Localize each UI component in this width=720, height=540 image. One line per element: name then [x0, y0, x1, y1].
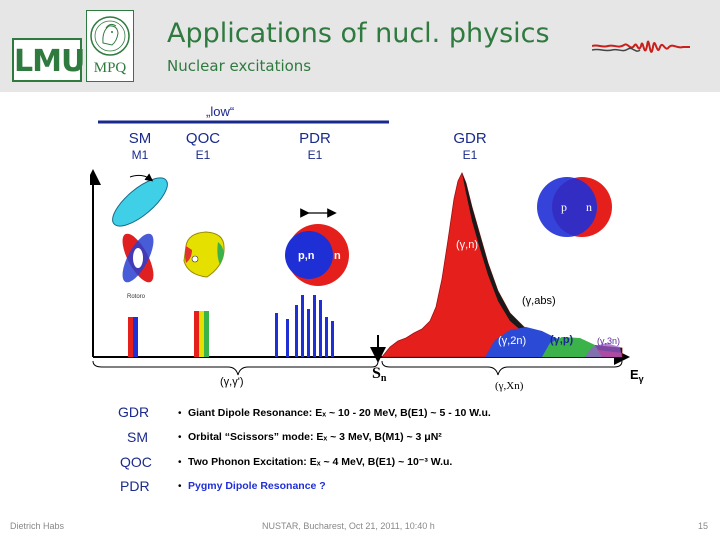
lmu-logo-text: LMU [14, 44, 85, 79]
qoc-bar-green [204, 311, 209, 357]
gamma-gamma-brace [92, 360, 379, 376]
gamma-xn-brace [381, 360, 623, 376]
low-energy-label: „low“ [206, 104, 234, 119]
legend-bullet: • [178, 481, 182, 492]
pdr-fragment [286, 319, 289, 357]
legend-abbr-qoc: QOC [120, 454, 152, 470]
overlap-region [133, 248, 143, 268]
deformed-nucleus-ellipse [112, 177, 168, 227]
mode-gdr-multipolarity: E1 [463, 148, 478, 162]
pdr-fragment [319, 300, 322, 357]
mode-pdr-label: PDR [299, 130, 331, 147]
legend-row-gdr: GDR • Giant Dipole Resonance: Eₓ ~ 10 - … [118, 404, 491, 420]
legend-text-sm: Orbital “Scissors” mode: Eₓ ~ 3 MeV, B(M… [188, 431, 442, 443]
legend-text-qoc: Two Phonon Excitation: Eₓ ~ 4 MeV, B(E1)… [188, 456, 452, 468]
sm-bar-red [128, 317, 133, 357]
qoc-bar-red [194, 311, 199, 357]
legend-row-sm: SM • Orbital “Scissors” mode: Eₓ ~ 3 MeV… [127, 429, 442, 445]
pdr-fragment [295, 305, 298, 357]
legend-bullet: • [178, 457, 182, 468]
excitation-spectrum-diagram: „low“ SM M1 QOC E1 PDR E1 GDR E1 Rotoro [85, 104, 644, 494]
mode-pdr-multipolarity: E1 [308, 148, 323, 162]
pdr-fragment [275, 313, 278, 357]
gamma-n-label: (γ,n) [456, 239, 478, 251]
gdr-proton-label: p [561, 200, 567, 214]
mpq-logo-text: MPQ [93, 60, 127, 76]
e-gamma-axis-label: Eγ [630, 367, 644, 384]
legend-abbr-pdr: PDR [120, 478, 150, 494]
mode-labels: SM M1 QOC E1 PDR E1 GDR E1 [129, 130, 487, 162]
lmu-logo: LMU [12, 38, 85, 82]
pdr-skin-label: n [334, 250, 341, 262]
gdr-spectrum: (γ,n) (γ,abs) (γ,2n) (γ,p) (γ,3n) [381, 172, 623, 358]
gamma-abs-label: (γ,abs) [522, 295, 556, 307]
two-phonon-illustration [183, 231, 225, 278]
gamma-3n-label: (γ,3n) [597, 336, 620, 346]
pdr-core [285, 231, 333, 279]
gamma-p-label: (γ,p) [550, 334, 574, 346]
octupole-right-lobe [217, 242, 224, 265]
gdr-nucleus-illustration: p n [537, 177, 612, 237]
sm-bar-blue [133, 317, 138, 357]
pdr-illustration: p,n n [285, 208, 349, 286]
pdr-fragment [325, 317, 328, 357]
mode-qoc-multipolarity: E1 [196, 148, 211, 162]
rotation-arrow-icon [129, 173, 154, 182]
gdr-neutron-label: n [586, 200, 592, 214]
mode-gdr-label: GDR [453, 130, 487, 147]
gdr-proton-sphere [537, 177, 597, 237]
legend-bullet: • [178, 408, 182, 419]
discrete-transition-bars [128, 295, 334, 357]
pdr-fragment [307, 309, 310, 357]
mode-qoc-label: QOC [186, 130, 220, 147]
legend-bullet: • [178, 432, 182, 443]
page-number: 15 [698, 521, 709, 531]
qoc-bar-yellow [199, 311, 204, 357]
gamma-xn-label: (γ,Xn) [495, 380, 524, 392]
legend-text-gdr: Giant Dipole Resonance: Eₓ ~ 10 - 20 MeV… [188, 407, 491, 419]
legend-row-pdr: PDR • Pygmy Dipole Resonance ? [120, 478, 326, 494]
gamma-2n-label: (γ,2n) [498, 335, 526, 347]
octupole-nucleus-shape [183, 231, 225, 278]
minerva-seal-icon [90, 16, 130, 56]
legend-row-qoc: QOC • Two Phonon Excitation: Eₓ ~ 4 MeV,… [120, 454, 452, 470]
pdr-fragment [301, 295, 304, 357]
gamma-3n-peak [585, 343, 622, 357]
rotor-caption: Rotoro [127, 294, 146, 300]
mode-sm-multipolarity: M1 [132, 148, 149, 162]
octupole-left-lobe [185, 246, 192, 263]
gamma-p-peak [542, 337, 602, 357]
footer-author: Dietrich Habs [10, 521, 65, 531]
sn-threshold-label: Sn [372, 365, 387, 384]
pdr-fragment [313, 295, 316, 357]
header-bar: LMU MPQ Applications of nucl. physics Nu… [0, 0, 720, 92]
gamma-gamma-label: (γ,γ') [220, 376, 243, 388]
legend-abbr-gdr: GDR [118, 404, 149, 420]
legend-abbr-sm: SM [127, 429, 148, 445]
nuclear-excitations-figure: „low“ SM M1 QOC E1 PDR E1 GDR E1 Rotoro [85, 95, 662, 505]
scissors-mode-illustration: Rotoro [112, 173, 168, 300]
legend-text-pdr: Pygmy Dipole Resonance ? [188, 480, 326, 492]
waveform-logo-icon [592, 40, 690, 53]
footer-event: NUSTAR, Bucharest, Oct 21, 2011, 10:40 h [262, 521, 435, 531]
slide-subtitle: Nuclear excitations [167, 57, 312, 75]
pdr-fragment-bars [275, 295, 334, 357]
mpq-logo: MPQ [86, 10, 134, 82]
octupole-marker-dot [191, 255, 199, 263]
pdr-core-label: p,n [298, 250, 315, 262]
pdr-fragment [331, 321, 334, 357]
mode-legend: GDR • Giant Dipole Resonance: Eₓ ~ 10 - … [118, 404, 491, 494]
mode-sm-label: SM [129, 130, 152, 147]
slide-title: Applications of nucl. physics [167, 18, 550, 49]
